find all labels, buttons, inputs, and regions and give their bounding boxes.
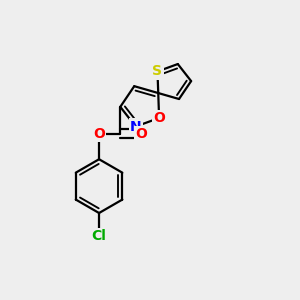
Text: N: N	[130, 119, 142, 134]
Text: Cl: Cl	[92, 229, 106, 243]
Text: O: O	[93, 127, 105, 141]
Text: O: O	[153, 111, 165, 125]
Text: S: S	[152, 64, 163, 78]
Text: O: O	[136, 127, 148, 141]
